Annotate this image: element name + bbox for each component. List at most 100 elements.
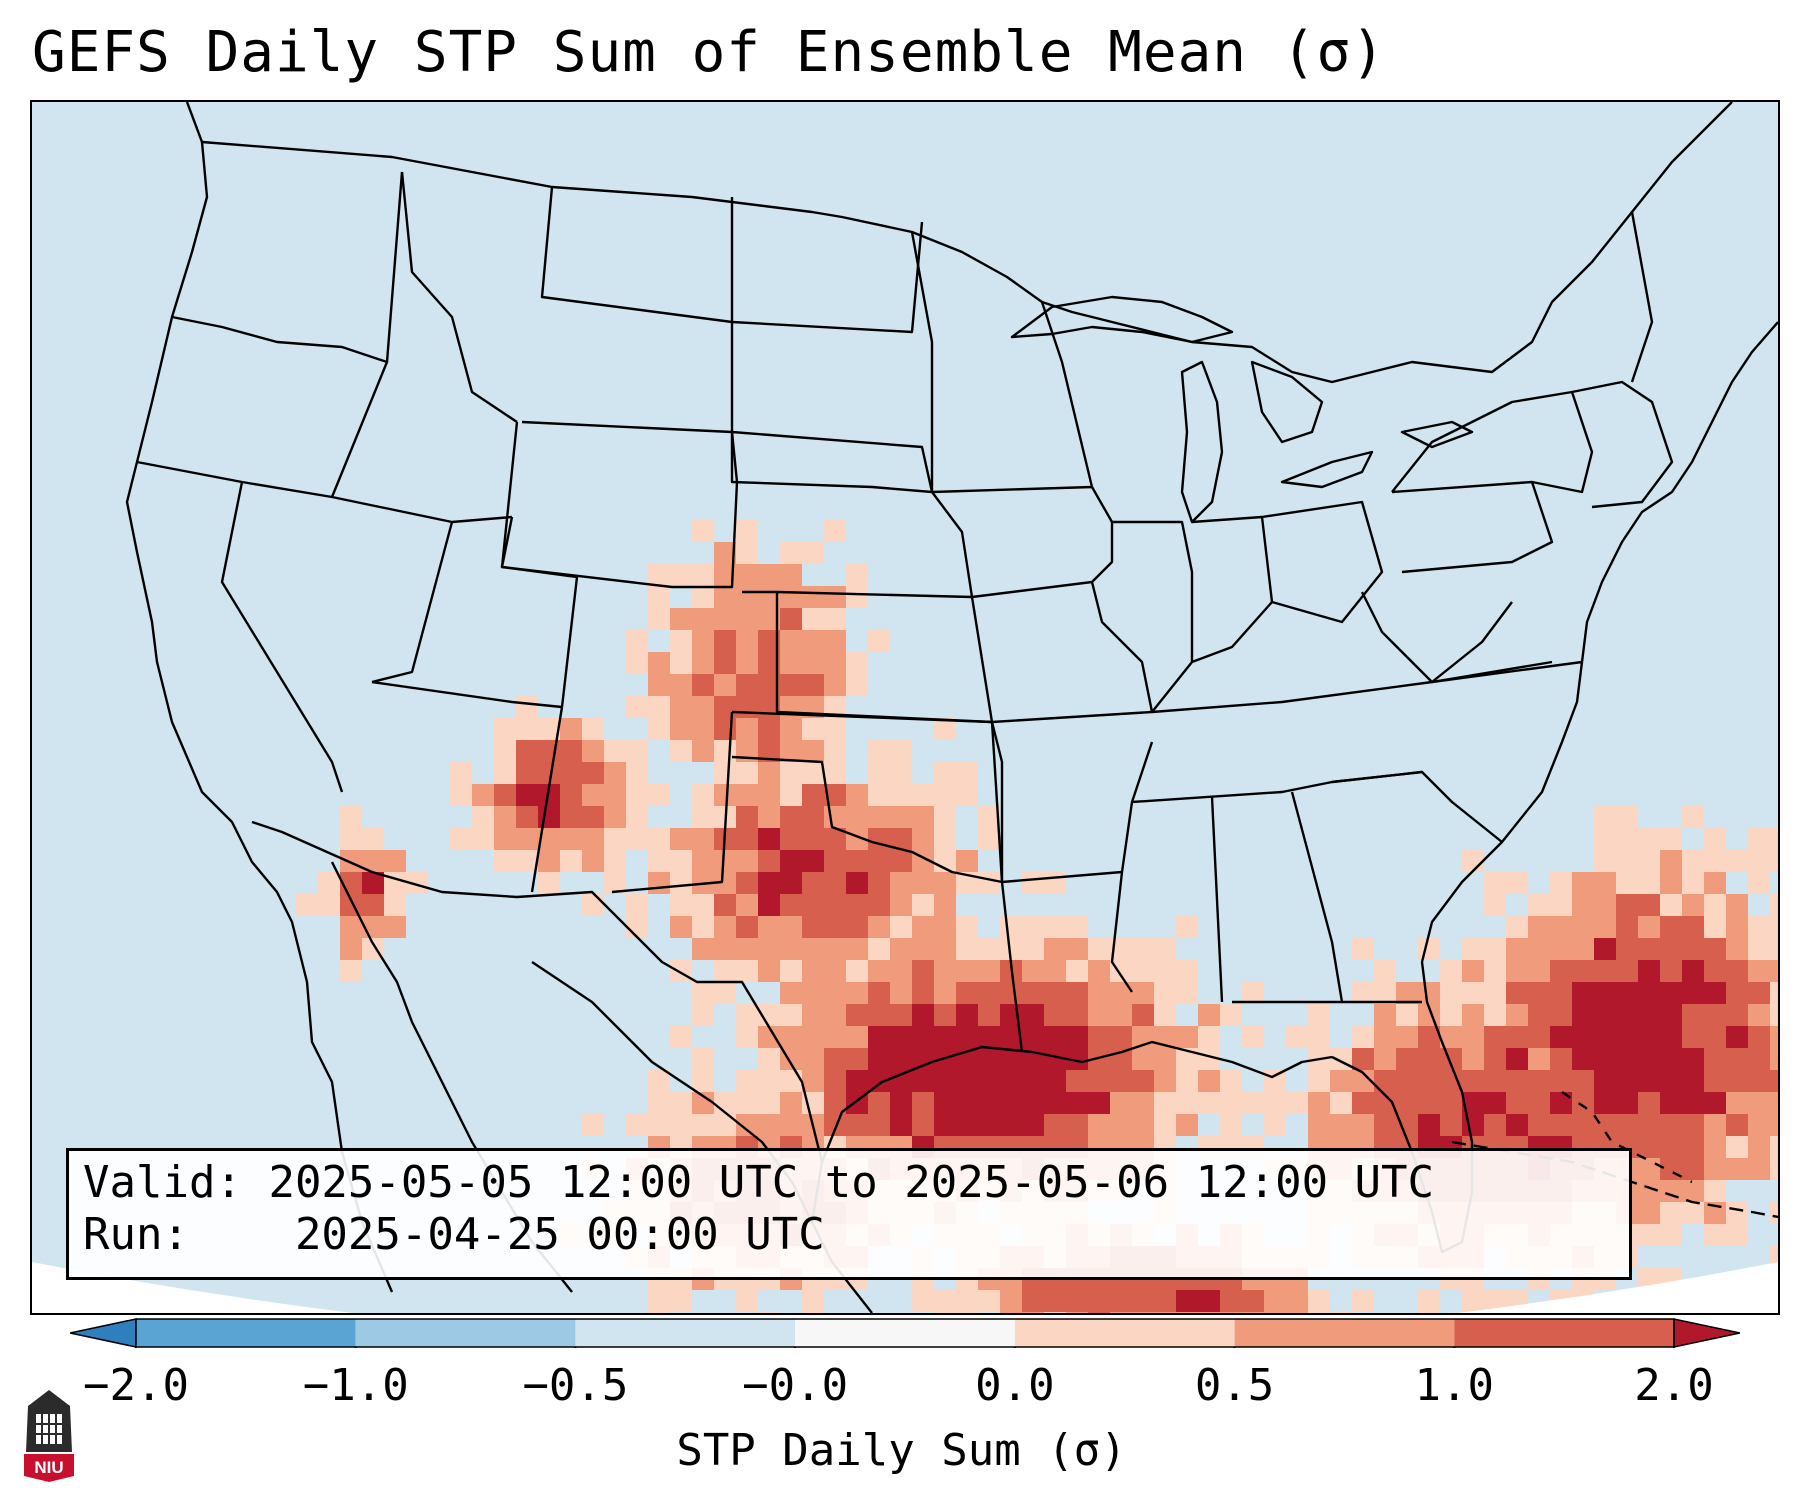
stp-grid-cell bbox=[846, 960, 868, 982]
stp-grid-cell bbox=[1528, 1004, 1550, 1026]
stp-grid-cell bbox=[868, 784, 890, 806]
stp-grid-cell bbox=[1462, 850, 1484, 872]
stp-grid-cell bbox=[846, 652, 868, 674]
stp-grid-cell bbox=[868, 850, 890, 872]
stp-grid-cell bbox=[912, 1092, 934, 1114]
colorbar-bin bbox=[1014, 1319, 1235, 1347]
stp-grid-cell bbox=[802, 608, 824, 630]
border-al-ga bbox=[1290, 791, 1344, 1003]
stp-grid-cell bbox=[758, 630, 780, 652]
stp-grid-cell bbox=[1176, 1048, 1198, 1070]
stp-grid-cell bbox=[340, 938, 362, 960]
stp-grid-cell bbox=[1484, 960, 1506, 982]
stp-grid-cell bbox=[1616, 1026, 1638, 1048]
stp-grid-cell bbox=[692, 564, 714, 586]
stp-grid-cell bbox=[1330, 1114, 1352, 1136]
stp-grid-cell bbox=[1660, 828, 1682, 850]
colorbar-tick-label: 0.5 bbox=[1194, 1360, 1275, 1411]
stp-grid-cell bbox=[1506, 1092, 1528, 1114]
stp-grid-cell bbox=[582, 850, 604, 872]
stp-grid-cell bbox=[802, 894, 824, 916]
stp-grid-cell bbox=[824, 1092, 846, 1114]
stp-grid-cell bbox=[1660, 1180, 1682, 1202]
stp-grid-cell bbox=[780, 850, 802, 872]
stp-grid-cell bbox=[1022, 1004, 1044, 1026]
stp-grid-cell bbox=[1374, 1048, 1396, 1070]
stp-grid-cell bbox=[318, 894, 340, 916]
coastline-texas bbox=[810, 1040, 1333, 1223]
stp-grid-cell bbox=[1726, 1004, 1748, 1026]
stp-grid-cell bbox=[538, 762, 560, 784]
stp-grid-cell bbox=[516, 784, 538, 806]
stp-grid-cell bbox=[340, 894, 362, 916]
stp-grid-cell bbox=[736, 1092, 758, 1114]
stp-grid-cell bbox=[692, 1070, 714, 1092]
stp-grid-cell bbox=[1528, 1048, 1550, 1070]
stp-grid-cell bbox=[1286, 1026, 1308, 1048]
stp-grid-cell bbox=[802, 982, 824, 1004]
stp-grid-cell bbox=[1220, 1092, 1242, 1114]
stp-grid-cell bbox=[1484, 982, 1506, 1004]
stp-grid-cell bbox=[1286, 1312, 1308, 1313]
stp-grid-cell bbox=[1770, 1004, 1778, 1026]
stp-grid-cell bbox=[1616, 872, 1638, 894]
stp-grid-cell bbox=[1506, 1004, 1528, 1026]
stp-grid-cell bbox=[692, 520, 714, 542]
stp-grid-cell bbox=[956, 1070, 978, 1092]
stp-grid-cell bbox=[890, 784, 912, 806]
stp-grid-cell bbox=[1220, 1004, 1242, 1026]
stp-grid-cell bbox=[824, 850, 846, 872]
stp-grid-cell bbox=[714, 762, 736, 784]
stp-grid-cell bbox=[1660, 1048, 1682, 1070]
stp-grid-cell bbox=[692, 1004, 714, 1026]
stp-grid-cell bbox=[692, 982, 714, 1004]
stp-grid-cell bbox=[780, 586, 802, 608]
stp-grid-cell bbox=[780, 1114, 802, 1136]
stp-grid-cell bbox=[406, 872, 428, 894]
stp-grid-cell bbox=[582, 806, 604, 828]
stp-grid-cell bbox=[1748, 1136, 1770, 1158]
stp-grid-cell bbox=[1154, 1070, 1176, 1092]
stp-grid-cell bbox=[1682, 850, 1704, 872]
stp-grid-cell bbox=[1638, 1268, 1660, 1290]
stp-grid-cell bbox=[1044, 1048, 1066, 1070]
stp-grid-cell bbox=[1000, 1026, 1022, 1048]
colorbar-tick-label: −1.0 bbox=[302, 1360, 409, 1411]
stp-grid-cell bbox=[758, 1026, 780, 1048]
stp-grid-cell bbox=[692, 806, 714, 828]
stp-grid-cell bbox=[824, 696, 846, 718]
stp-grid-cell bbox=[1704, 872, 1726, 894]
stp-grid-cell bbox=[1396, 982, 1418, 1004]
stp-grid-cell bbox=[692, 608, 714, 630]
stp-grid-cell bbox=[1550, 960, 1572, 982]
stp-grid-cell bbox=[1286, 1092, 1308, 1114]
border-ut-az bbox=[371, 680, 563, 709]
stp-grid-cell bbox=[1440, 1092, 1462, 1114]
border-ms-al bbox=[1210, 796, 1224, 1003]
stp-grid-cell bbox=[714, 960, 736, 982]
stp-grid-cell bbox=[648, 1114, 670, 1136]
stp-grid-cell bbox=[1682, 872, 1704, 894]
stp-grid-cell bbox=[494, 762, 516, 784]
border-wi bbox=[1040, 301, 1094, 488]
stp-grid-cell bbox=[934, 960, 956, 982]
stp-grid-cell bbox=[824, 806, 846, 828]
stp-grid-cell bbox=[1594, 916, 1616, 938]
stp-grid-cell bbox=[758, 894, 780, 916]
stp-grid-cell bbox=[1198, 1312, 1220, 1313]
stp-grid-cell bbox=[978, 960, 1000, 982]
stp-grid-cell bbox=[692, 1048, 714, 1070]
stp-grid-cell bbox=[934, 1312, 956, 1313]
stp-grid-cell bbox=[736, 630, 758, 652]
stp-grid-cell bbox=[538, 828, 560, 850]
stp-grid-cell bbox=[802, 828, 824, 850]
stp-grid-cell bbox=[1154, 1092, 1176, 1114]
stp-grid-cell bbox=[802, 674, 824, 696]
stp-grid-cell bbox=[604, 872, 626, 894]
stp-grid-cell bbox=[648, 718, 670, 740]
stp-grid-cell bbox=[1154, 1114, 1176, 1136]
stp-grid-cell bbox=[780, 1092, 802, 1114]
stp-grid-cell bbox=[934, 938, 956, 960]
colorbar-tick-label: 0.0 bbox=[975, 1360, 1055, 1411]
stp-grid-cell bbox=[846, 806, 868, 828]
